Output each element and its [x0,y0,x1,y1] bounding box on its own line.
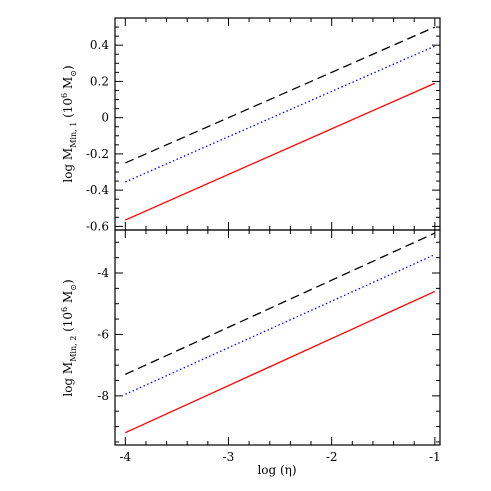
top-panel-ytick-label: 0 [101,111,109,125]
bottom-panel-ytick-label: -4 [97,266,109,280]
top-panel-ytick-label: -0.6 [86,219,109,233]
top-panel-ytick-label: -0.2 [86,147,109,161]
top-panel-ytick-label: 0.4 [90,38,109,52]
bottom-panel-series-dashed-line [125,232,436,375]
top-panel-ticks: -0.6 -0.4 -0.2 0 0.2 0.4 [86,17,440,233]
top-panel-ytick-label: -0.4 [86,183,110,197]
top-panel-series [125,26,436,221]
bottom-panel-frame [114,229,441,446]
bottom-panel-ticks: -8 -6 -4 -4 -3 -2 -1 [97,230,441,464]
bottom-panel-xtick-label: -1 [429,450,441,464]
bottom-panel-ylabel: log MMin, 2 (106 M⊙) [60,279,78,396]
bottom-panel-xtick-label: -2 [326,450,338,464]
top-panel: -0.6 -0.4 -0.2 0 0.2 0.4 log MMin, 1 (106 M⊙) [60,17,441,233]
top-panel-ytick-label: 0.2 [90,74,109,88]
bottom-panel-ytick-label: -6 [97,327,109,341]
bottom-panel-xtick-label: -3 [223,450,235,464]
top-panel-frame [114,17,441,231]
top-panel-series-dotted-line [125,45,436,183]
top-panel-series-dashed-line [125,26,436,164]
bottom-panel-xtick-label: -4 [119,450,131,464]
bottom-panel-series-dotted-line [125,253,436,395]
bottom-panel-series-solid-line [125,290,436,434]
x-axis-label: log (η) [257,463,296,477]
bottom-panel-ytick-label: -8 [97,389,109,403]
bottom-panel: -8 -6 -4 -4 -3 -2 -1 log MMin, 2 (106 M⊙) log … [60,229,441,477]
bottom-panel-series [125,232,436,434]
top-panel-ylabel: log MMin, 1 (106 M⊙) [60,65,78,182]
top-panel-series-solid-line [125,82,436,221]
